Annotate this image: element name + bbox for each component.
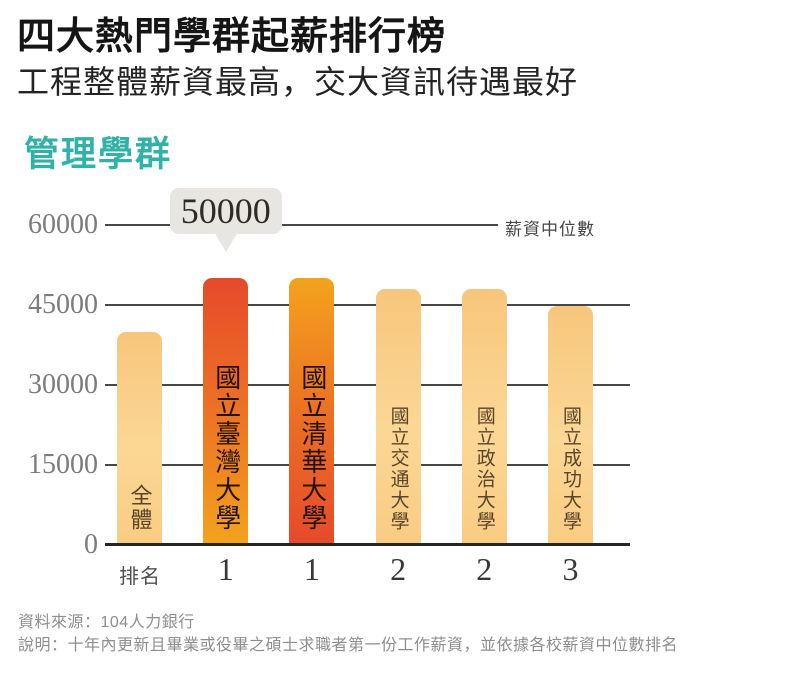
bar: 國立成功大學 (548, 306, 593, 544)
page-subtitle: 工程整體薪資最高，交大資訊待遇最好 (17, 64, 579, 100)
note-line: 說明：十年內更新且畢業或役畢之碩士求職者第一份工作薪資，並依據各校薪資中位數排名 (18, 637, 679, 654)
y-tick-label: 15000 (28, 449, 98, 480)
rank-label: 2 (476, 551, 493, 587)
bar-label: 國立成功大學 (560, 405, 581, 532)
bar: 國立政治大學 (461, 289, 507, 544)
y-tick-label: 30000 (28, 369, 98, 400)
rank-label: 3 (562, 551, 579, 587)
bar: 國立臺灣大學 (203, 278, 249, 544)
gridline (105, 304, 630, 306)
bar: 國立交通大學 (375, 289, 421, 544)
rank-axis-label: 排名 (119, 566, 161, 588)
bar-label: 國立臺灣大學 (211, 363, 241, 532)
legend-label: 薪資中位數 (505, 220, 595, 239)
y-tick-label: 45000 (28, 289, 98, 320)
value-callout: 50000 (169, 188, 282, 256)
page-title: 四大熱門學群起薪排行榜 (17, 16, 447, 58)
section-title: 管理學群 (24, 135, 173, 174)
bar-label: 全體 (127, 483, 153, 532)
source-line: 資料來源：104人力銀行 (18, 614, 195, 631)
y-tick-label: 60000 (28, 209, 98, 240)
bar: 全體 (117, 331, 162, 544)
x-axis-line (105, 543, 630, 546)
bar: 國立清華大學 (289, 278, 335, 544)
callout-tail (213, 232, 238, 252)
rank-label: 2 (390, 551, 407, 587)
bar-label: 國立交通大學 (387, 406, 409, 532)
rank-label: 1 (217, 551, 234, 587)
bar-label: 國立政治大學 (473, 406, 495, 532)
callout-value: 50000 (180, 191, 271, 231)
gridline (105, 464, 630, 466)
bar-label: 國立清華大學 (297, 363, 327, 532)
gridline (105, 384, 630, 386)
gridline (105, 224, 498, 226)
y-tick-label: 0 (84, 529, 98, 560)
callout-box: 50000 (169, 188, 282, 234)
rank-label: 1 (303, 551, 320, 587)
